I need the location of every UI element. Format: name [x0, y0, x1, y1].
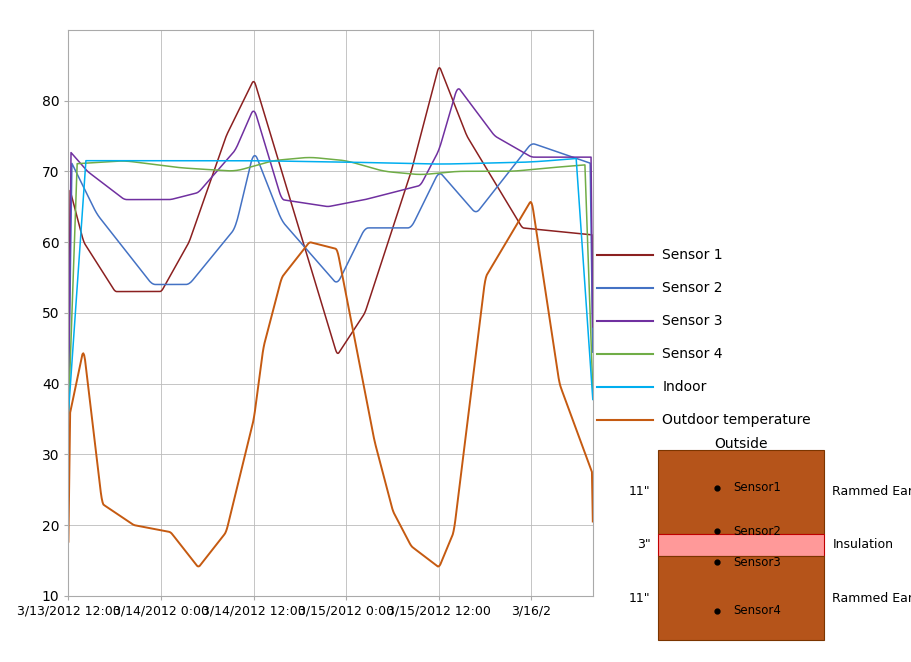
Sensor 4 — [156, 162, 167, 169]
Outdoor temperature — [198, 557, 209, 565]
Sensor 2 — [587, 348, 598, 356]
Outdoor temperature — [458, 445, 469, 453]
Indoor — [587, 395, 598, 403]
Sensor 4 — [373, 166, 384, 173]
Text: Sensor4: Sensor4 — [732, 604, 780, 617]
Sensor 3 — [458, 91, 469, 99]
Line: Sensor 3: Sensor 3 — [68, 89, 592, 409]
Outdoor temperature — [300, 243, 311, 251]
Text: 3": 3" — [636, 538, 650, 551]
Indoor — [413, 160, 424, 167]
Text: Sensor 4: Sensor 4 — [661, 347, 722, 361]
Sensor 3 — [156, 196, 167, 204]
Text: Sensor 3: Sensor 3 — [661, 314, 722, 328]
Indoor — [372, 159, 383, 167]
Text: Sensor3: Sensor3 — [732, 555, 780, 569]
Text: Outside: Outside — [714, 437, 767, 451]
Outdoor temperature — [372, 448, 383, 456]
Sensor 2 — [457, 195, 468, 203]
Sensor 4 — [587, 387, 598, 395]
Text: Sensor2: Sensor2 — [732, 525, 780, 538]
Sensor 3 — [300, 199, 311, 207]
Sensor 4 — [414, 170, 425, 178]
Outdoor temperature — [63, 538, 74, 545]
Sensor 4 — [300, 154, 311, 162]
Outdoor temperature — [413, 548, 424, 556]
Sensor 2 — [413, 209, 424, 217]
Sensor 4 — [458, 167, 469, 175]
Sensor 1 — [372, 271, 383, 279]
Sensor 2 — [63, 409, 74, 417]
Sensor 3 — [198, 183, 209, 191]
Outdoor temperature — [432, 563, 443, 571]
Sensor 3 — [587, 323, 598, 331]
Sensor 1 — [198, 198, 209, 206]
Indoor — [198, 157, 209, 165]
Text: Rammed Earth: Rammed Earth — [832, 592, 911, 604]
Sensor 4 — [303, 154, 314, 162]
Sensor 3 — [413, 182, 424, 190]
Bar — [658, 534, 824, 556]
Line: Sensor 1: Sensor 1 — [68, 68, 592, 427]
Indoor — [300, 158, 311, 166]
Text: Sensor 2: Sensor 2 — [661, 281, 722, 295]
Sensor 3 — [63, 405, 74, 413]
Sensor 2 — [300, 244, 311, 252]
Outdoor temperature — [525, 198, 536, 206]
Sensor 1 — [587, 339, 598, 347]
Sensor 1 — [300, 247, 311, 255]
Sensor 1 — [458, 125, 469, 133]
Indoor — [156, 157, 167, 165]
Indoor — [63, 410, 74, 418]
Sensor 4 — [63, 411, 74, 419]
Text: Outdoor temperature: Outdoor temperature — [661, 413, 810, 428]
Indoor — [570, 154, 581, 162]
Text: 11": 11" — [629, 592, 650, 604]
Text: Indoor: Indoor — [661, 380, 706, 395]
Text: Rammed Earth: Rammed Earth — [832, 485, 911, 498]
Bar — [658, 556, 824, 640]
Sensor 1 — [156, 287, 167, 295]
Sensor 1 — [63, 423, 74, 431]
Line: Sensor 2: Sensor 2 — [68, 144, 592, 413]
Sensor 2 — [198, 263, 209, 271]
Line: Indoor: Indoor — [68, 158, 592, 414]
Text: Sensor1: Sensor1 — [732, 481, 780, 494]
Bar — [658, 450, 824, 534]
Text: 11": 11" — [629, 485, 650, 498]
Text: Sensor 1: Sensor 1 — [661, 248, 722, 262]
Indoor — [457, 160, 468, 167]
Sensor 2 — [156, 281, 167, 289]
Line: Sensor 4: Sensor 4 — [68, 158, 592, 415]
Text: Insulation: Insulation — [832, 538, 893, 551]
Sensor 1 — [413, 140, 424, 148]
Sensor 3 — [372, 193, 383, 201]
Outdoor temperature — [587, 518, 598, 526]
Line: Outdoor temperature: Outdoor temperature — [68, 202, 592, 567]
Sensor 2 — [372, 224, 383, 232]
Sensor 3 — [453, 85, 464, 93]
Sensor 1 — [434, 64, 445, 71]
Sensor 4 — [198, 166, 209, 173]
Outdoor temperature — [156, 526, 167, 534]
Sensor 2 — [527, 140, 538, 148]
